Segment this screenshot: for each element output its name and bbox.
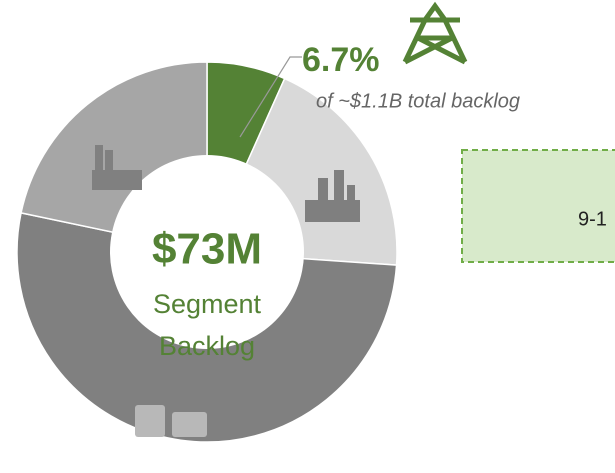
center-label: Backlog (159, 331, 255, 361)
tank-icon (135, 405, 207, 437)
leader-line (239, 56, 302, 138)
box-text: 9-1 (578, 208, 607, 230)
center-value: $73M (152, 225, 262, 274)
refinery-icon (305, 170, 360, 222)
tower-icon (402, 1, 468, 65)
callout-box (461, 149, 615, 263)
center-label: Segment (153, 289, 262, 319)
factory-icon (92, 145, 142, 190)
value-label: 6.7% (302, 41, 380, 79)
donut-hole (110, 155, 304, 349)
annotation: of ~$1.1B total backlog (316, 90, 520, 112)
